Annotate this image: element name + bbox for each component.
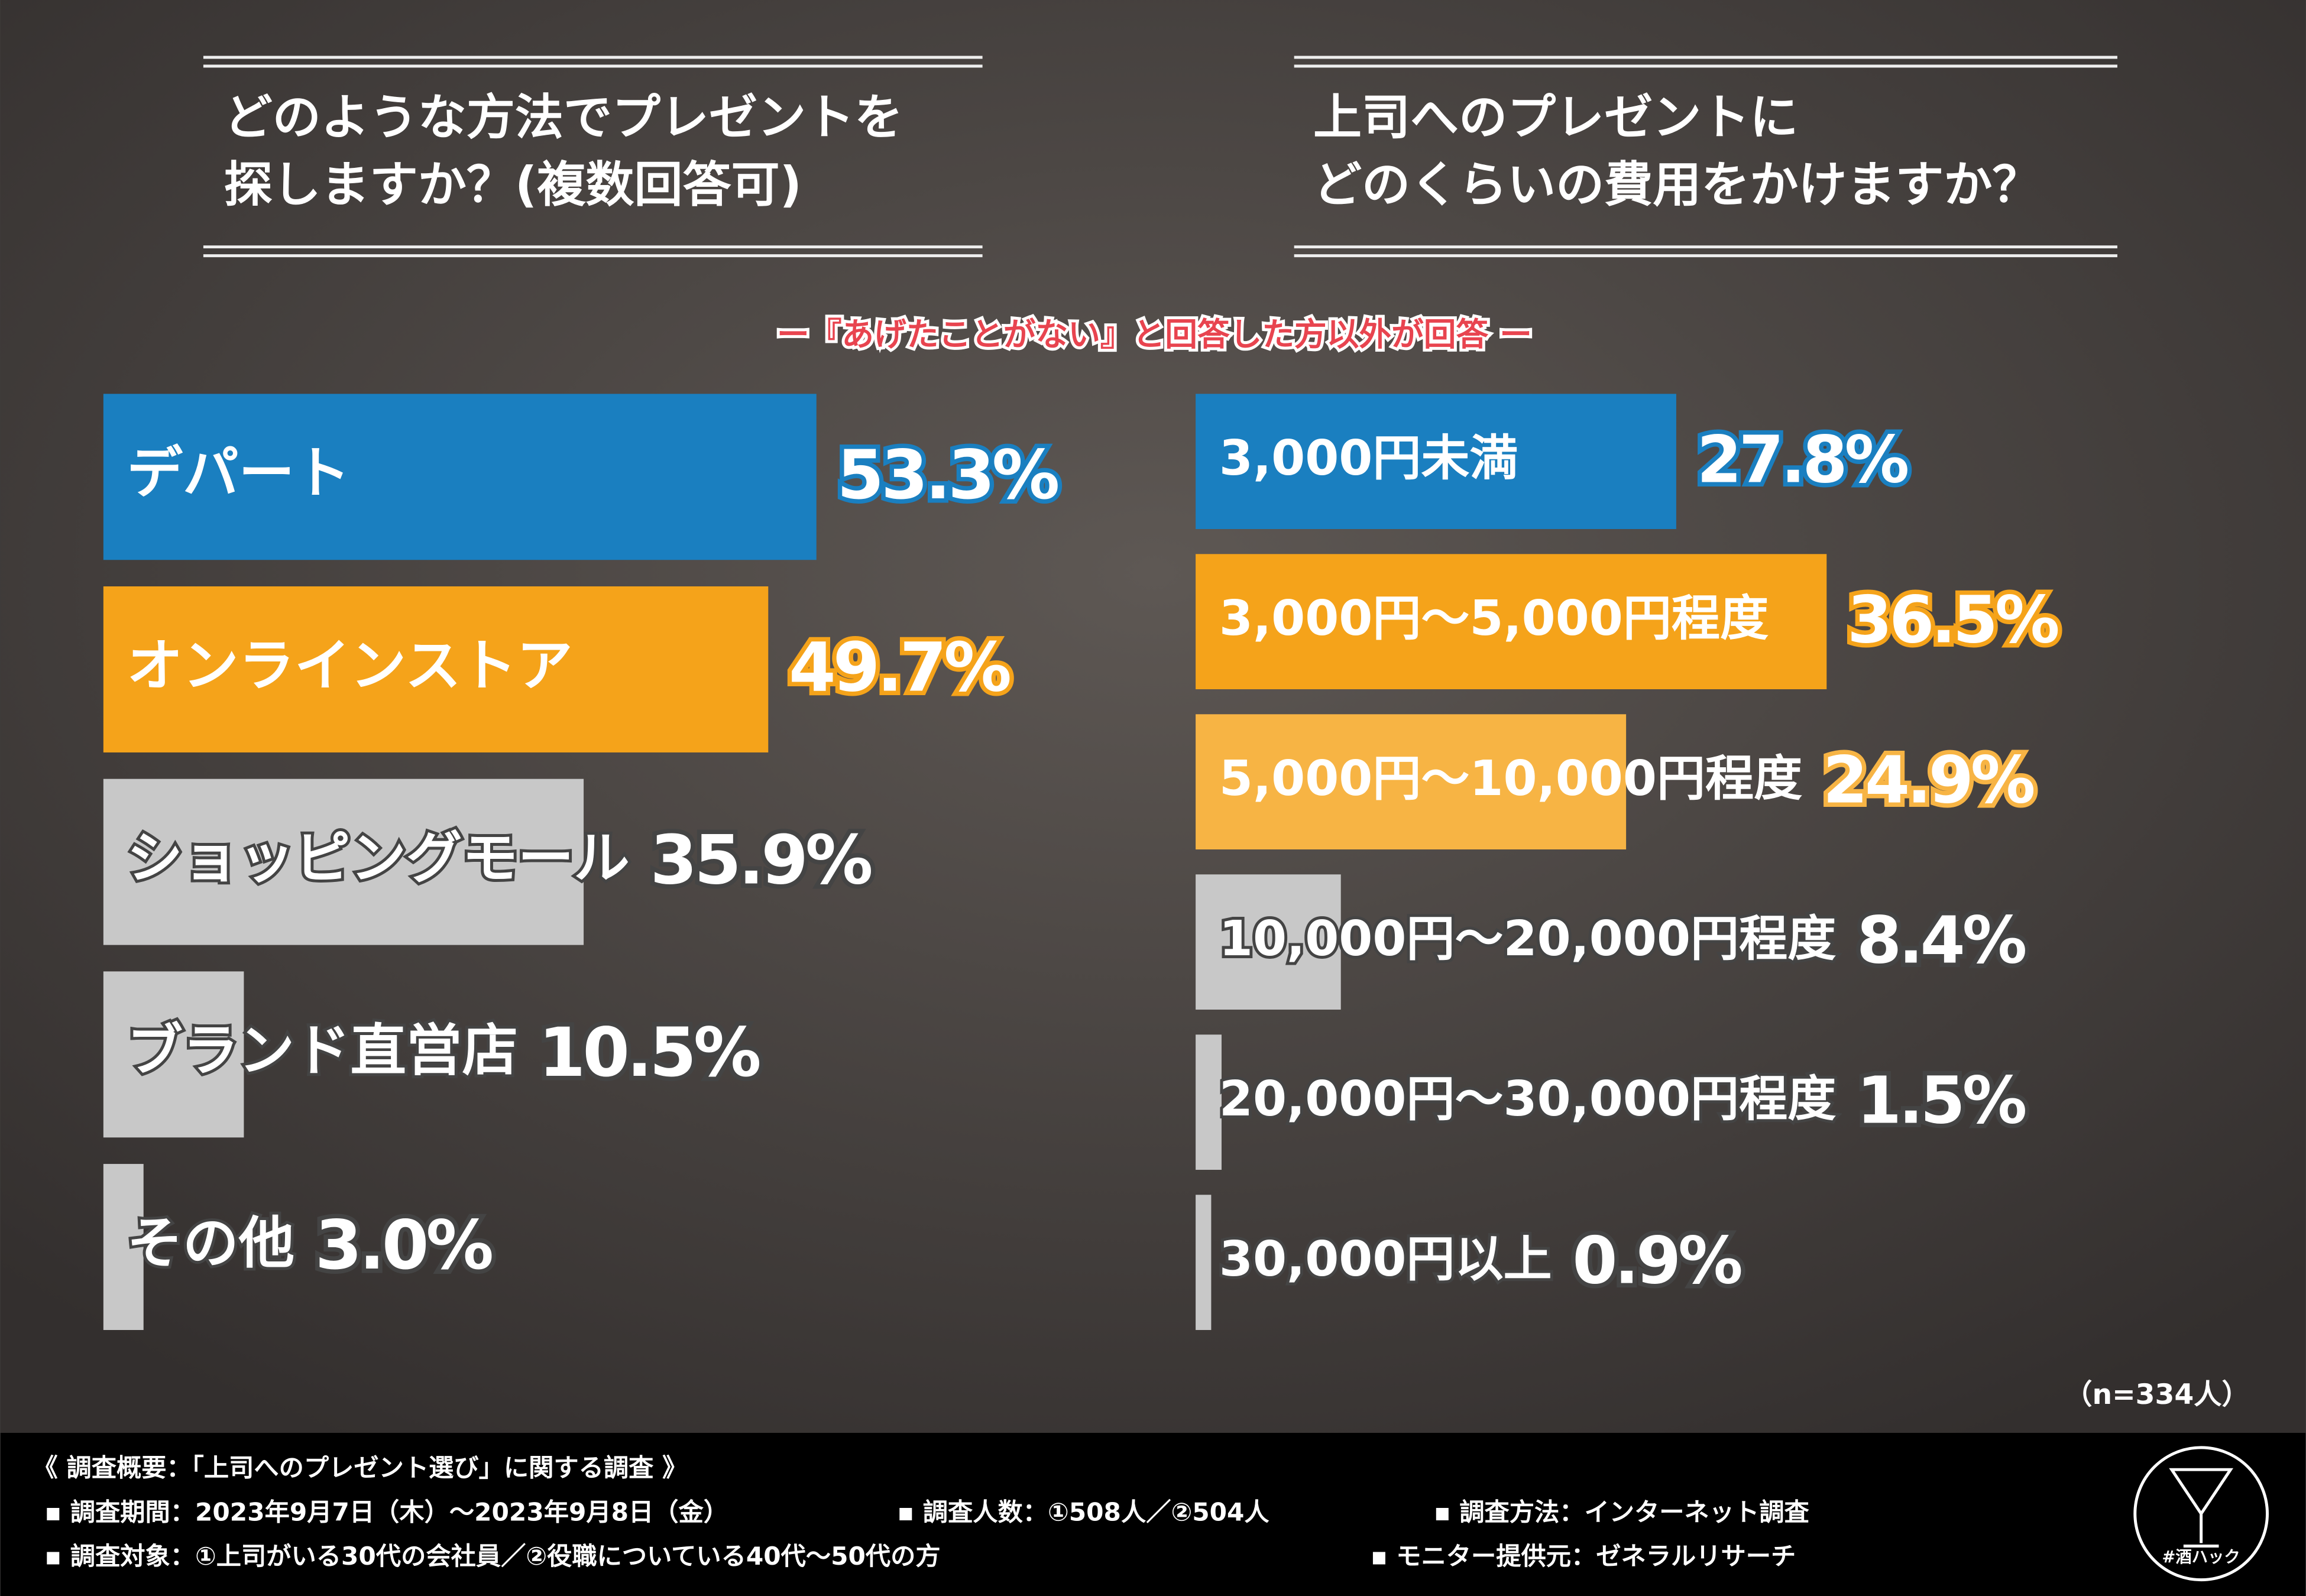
value-label: 10.5% [539, 1013, 759, 1092]
bar-label: デパート [127, 441, 351, 506]
bar [103, 971, 244, 1138]
bar-label: その他 [127, 1211, 294, 1276]
value-label: 8.4% [1857, 902, 2026, 978]
survey-item: ▪ 調査期間：2023年9月7日（木）～2023年9月8日（金） [44, 1497, 728, 1526]
bar [103, 1164, 144, 1330]
value-label: 27.8% [1697, 421, 1908, 497]
bar [1196, 1034, 1222, 1170]
bar-label: 10,000円～20,000円程度 [1219, 911, 1836, 967]
bar [1196, 1195, 1212, 1330]
bar-label: 30,000円以上 [1219, 1231, 1552, 1287]
value-label: 36.5% [1847, 582, 2058, 657]
survey-item: ▪ 調査対象：①上司がいる30代の会社員／②役職についている40代～50代の方 [44, 1542, 940, 1571]
survey-item: ▪ 調査人数：①508人／②504人 [897, 1497, 1269, 1526]
value-label: 1.5% [1857, 1062, 2026, 1138]
bar [103, 586, 769, 752]
chart-title: 探しますか？(複数回答可) [224, 157, 802, 213]
bar [1196, 714, 1627, 850]
bar-label: 3,000円未満 [1219, 430, 1518, 486]
bar [103, 394, 817, 560]
bar-label: ブランド直営店 [127, 1018, 518, 1084]
bar-label: ショッピングモール [127, 826, 630, 891]
survey-item: ▪ 調査方法：インターネット調査 [1434, 1497, 1810, 1526]
value-label: 24.9% [1823, 742, 2034, 818]
value-label: 53.3% [837, 436, 1058, 514]
chart-subtitle: ー『あげたことがない』と回答した方以外が回答 ー [777, 315, 1532, 353]
bar [1196, 874, 1341, 1010]
logo-glass [2169, 1468, 2234, 1548]
logo-text: #酒ハック [2162, 1548, 2240, 1566]
chart-title: どのくらいの費用をかけますか？ [1313, 157, 2041, 213]
survey-item: ▪ モニター提供元：ゼネラルリサーチ [1371, 1542, 1796, 1571]
value-label: 49.7% [789, 628, 1009, 707]
survey-heading: 《 調査概要：「上司へのプレゼント選び」に関する調査 》 [33, 1454, 688, 1483]
bar [1196, 394, 1676, 530]
bar-label: 20,000円～30,000円程度 [1219, 1071, 1836, 1127]
title-frames [203, 56, 2117, 258]
sample-note: （n=334人） [2064, 1378, 2249, 1411]
footer [0, 1433, 2306, 1596]
bar-label: 3,000円～5,000円程度 [1219, 591, 1769, 647]
value-label: 3.0% [315, 1206, 492, 1284]
bar-label: オンラインストア [127, 633, 573, 698]
chart-title: どのような方法でプレゼントを [224, 89, 903, 145]
bar [1196, 554, 1827, 690]
value-label: 0.9% [1572, 1222, 1741, 1298]
bar-label: 5,000円～10,000円程度 [1219, 751, 1802, 807]
logo [2133, 1446, 2269, 1582]
value-label: 35.9% [650, 820, 871, 899]
bar [103, 778, 584, 945]
chart-title: 上司へのプレゼントに [1313, 89, 1798, 145]
